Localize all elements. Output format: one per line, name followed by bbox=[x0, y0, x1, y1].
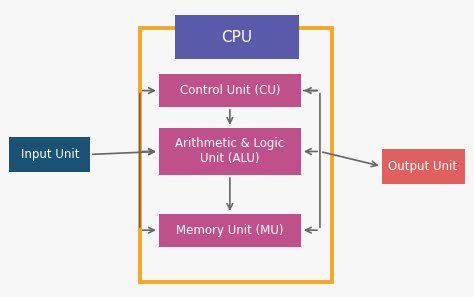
Text: Control Unit (CU): Control Unit (CU) bbox=[180, 84, 280, 97]
FancyBboxPatch shape bbox=[159, 214, 301, 247]
FancyBboxPatch shape bbox=[382, 148, 465, 184]
FancyBboxPatch shape bbox=[9, 137, 90, 172]
FancyBboxPatch shape bbox=[159, 74, 301, 107]
Text: Output Unit: Output Unit bbox=[389, 160, 457, 173]
Text: Input Unit: Input Unit bbox=[20, 148, 79, 161]
Text: Arithmetic & Logic
Unit (ALU): Arithmetic & Logic Unit (ALU) bbox=[175, 138, 284, 165]
FancyBboxPatch shape bbox=[159, 128, 301, 175]
FancyBboxPatch shape bbox=[175, 15, 299, 59]
Text: Memory Unit (MU): Memory Unit (MU) bbox=[176, 224, 283, 237]
Text: CPU: CPU bbox=[221, 30, 253, 45]
